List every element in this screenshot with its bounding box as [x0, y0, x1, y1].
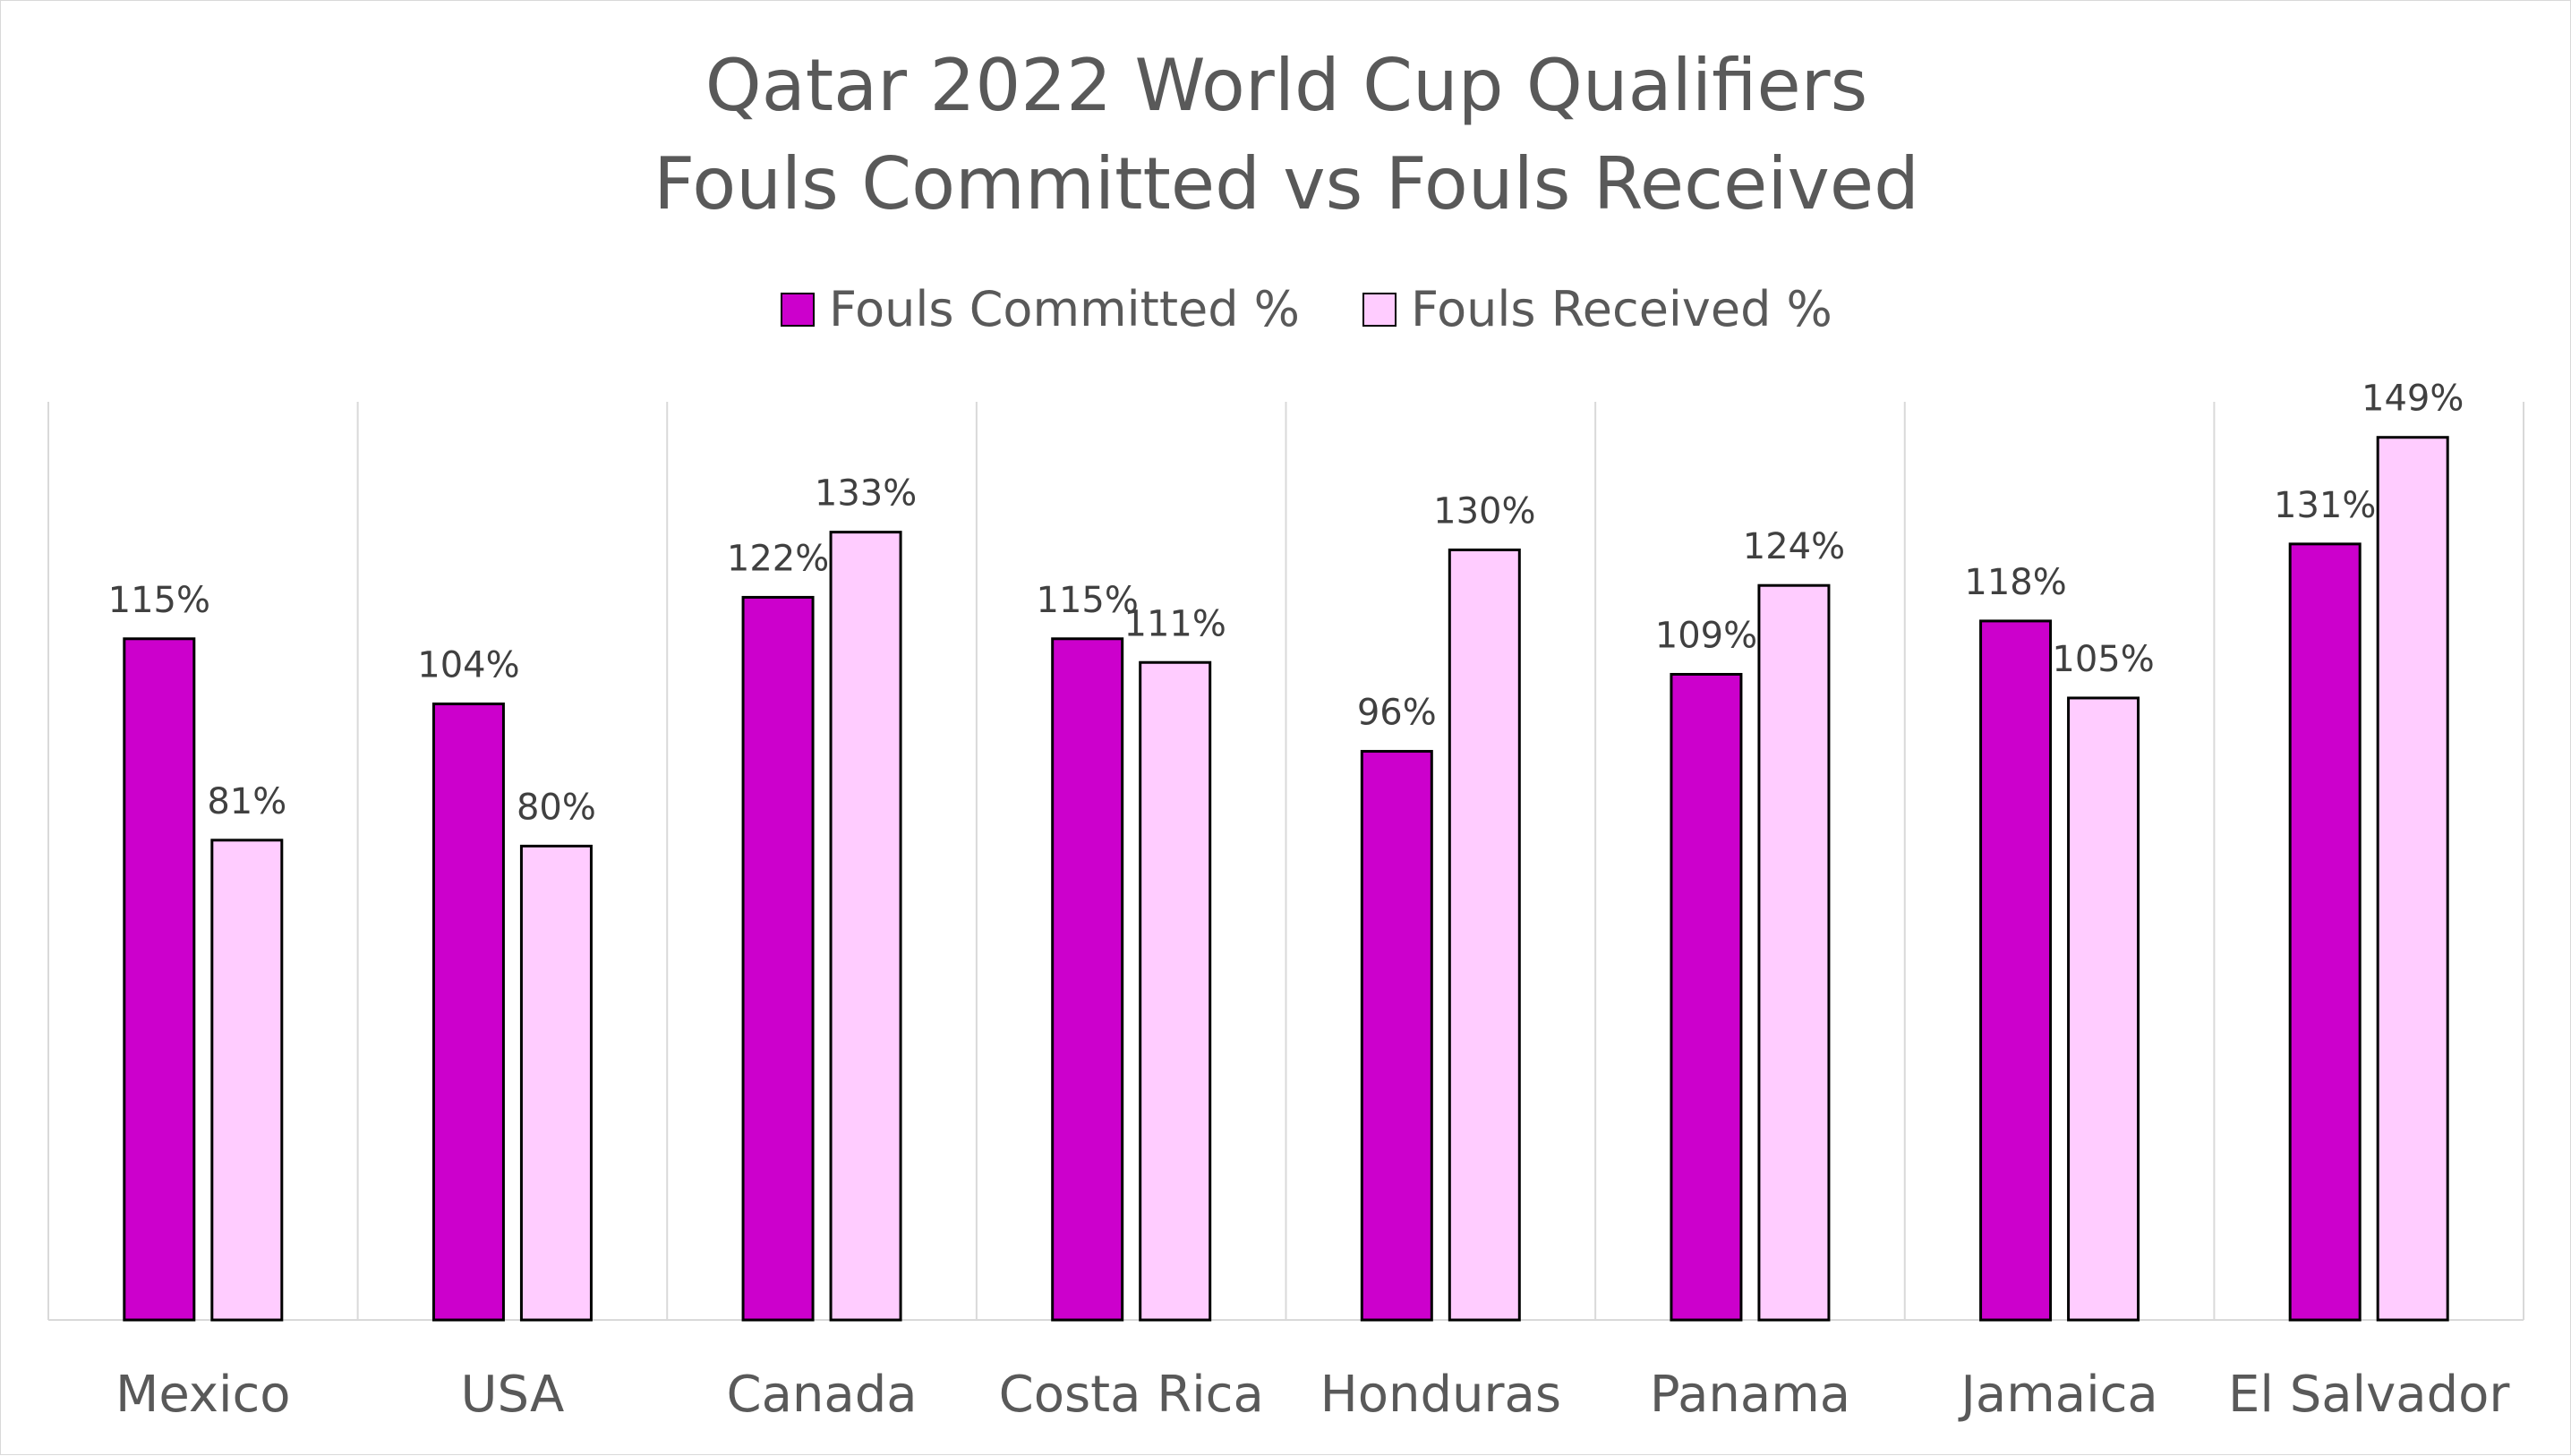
- bar-fouls-received: [2067, 696, 2140, 1322]
- data-label: 115%: [108, 580, 210, 621]
- bar-fouls-committed: [1360, 750, 1433, 1322]
- bar-fouls-committed: [1051, 637, 1124, 1322]
- data-label: 105%: [2052, 639, 2154, 680]
- bar-fouls-received: [2376, 436, 2449, 1322]
- data-label: 80%: [517, 787, 596, 828]
- bar-fouls-committed: [1670, 672, 1743, 1322]
- category-label: Canada: [727, 1366, 918, 1424]
- bar-fouls-received: [1757, 583, 1831, 1322]
- chart-title-line-2: Fouls Committed vs Fouls Received: [653, 142, 1919, 226]
- data-label: 111%: [1124, 603, 1226, 644]
- category-label: El Salvador: [2228, 1366, 2510, 1424]
- data-label: 149%: [2362, 379, 2464, 420]
- data-label: 131%: [2274, 485, 2376, 526]
- chart-title-line-1: Qatar 2022 World Cup Qualifiers: [705, 44, 1868, 127]
- category-label: Honduras: [1320, 1366, 1561, 1424]
- legend-label-fouls-received: Fouls Received %: [1411, 281, 1832, 337]
- legend-swatch-fouls-committed: [781, 293, 815, 327]
- legend-label-fouls-committed: Fouls Committed %: [829, 281, 1300, 337]
- bar-fouls-committed: [2288, 542, 2362, 1322]
- legend: Fouls Committed % Fouls Received %: [781, 281, 1832, 337]
- data-label: 115%: [1037, 580, 1139, 621]
- bar-fouls-received: [1139, 660, 1212, 1322]
- plot-area: 115% 81% Mexico 104% 80% USA 122% 133% Canada 115…: [47, 379, 2524, 1424]
- bar-fouls-committed: [1979, 619, 2053, 1322]
- data-label: 122%: [727, 538, 829, 579]
- bar-fouls-committed: [123, 637, 196, 1322]
- bar-fouls-received: [1448, 548, 1521, 1322]
- bar-fouls-received: [519, 844, 593, 1322]
- bar-fouls-received: [210, 839, 284, 1322]
- data-label: 124%: [1743, 526, 1845, 567]
- category-label: Jamaica: [1958, 1366, 2157, 1424]
- category-label: USA: [460, 1366, 564, 1424]
- legend-swatch-fouls-received: [1362, 293, 1397, 327]
- category-label: Panama: [1650, 1366, 1850, 1424]
- data-label: 81%: [207, 781, 286, 822]
- data-label: 109%: [1655, 615, 1757, 656]
- bar-fouls-committed: [431, 702, 505, 1322]
- bar-fouls-received: [829, 531, 902, 1322]
- category-label: Costa Rica: [999, 1366, 1264, 1424]
- data-label: 118%: [1964, 562, 2066, 603]
- data-label: 133%: [815, 473, 917, 515]
- category-label: Mexico: [115, 1366, 291, 1424]
- bar-fouls-committed: [741, 595, 815, 1322]
- data-label: 104%: [417, 645, 519, 686]
- data-label: 130%: [1433, 490, 1535, 532]
- data-label: 96%: [1357, 693, 1437, 734]
